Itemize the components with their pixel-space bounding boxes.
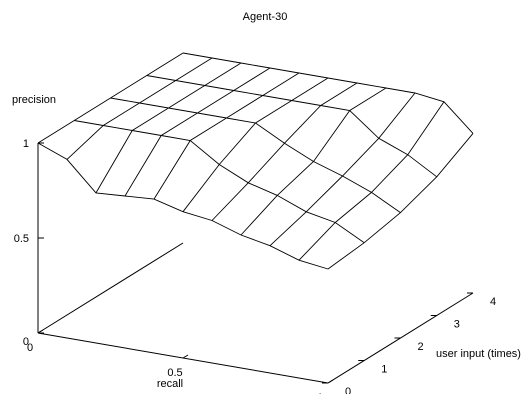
surface-line-recall: [327, 133, 474, 270]
x-tick: [327, 379, 334, 384]
y-tick-label: 4: [490, 296, 496, 308]
x-tick-label: 1: [317, 392, 323, 394]
surface-line-recall: [240, 87, 387, 236]
z-tick-label: 0: [23, 336, 29, 348]
surface-line-recall: [298, 101, 445, 261]
surface-line-user-input: [37, 142, 329, 270]
y-tick-label: 1: [381, 364, 387, 376]
surface-line-recall: [211, 82, 358, 221]
y-tick-label: 2: [417, 341, 423, 353]
y-axis-line: [37, 242, 184, 334]
surface-line-recall: [66, 57, 213, 160]
x-tick: [37, 329, 44, 334]
axes: 0 0.5 1 0 0.5 1 0 1 2 3 4: [14, 138, 496, 394]
surface-line-user-input: [182, 52, 474, 134]
surface-line-recall: [124, 67, 271, 197]
surface-line-recall: [37, 52, 184, 144]
surface-line-recall: [95, 62, 242, 194]
surface-line-user-input: [146, 75, 438, 178]
y-tick-label: 3: [454, 319, 460, 331]
chart-title: Agent-30: [243, 11, 288, 23]
surface-wireframe: [37, 52, 474, 270]
surface-line-recall: [153, 72, 300, 200]
x-axis-label: recall: [157, 378, 183, 390]
z-tick-label: 0.5: [14, 233, 29, 245]
y-tick-label: 0: [345, 386, 351, 394]
y-axis-label: user input (times): [436, 348, 521, 360]
z-axis-label: precision: [12, 94, 56, 106]
surface-line-recall: [269, 92, 416, 247]
surface-line-user-input: [110, 97, 401, 213]
z-tick-label: 1: [23, 138, 29, 150]
surface-line-recall: [182, 77, 329, 212]
x-tick-label: 0.5: [167, 367, 182, 379]
x-tick: [182, 354, 189, 359]
x-tick-label: 0: [27, 342, 33, 354]
